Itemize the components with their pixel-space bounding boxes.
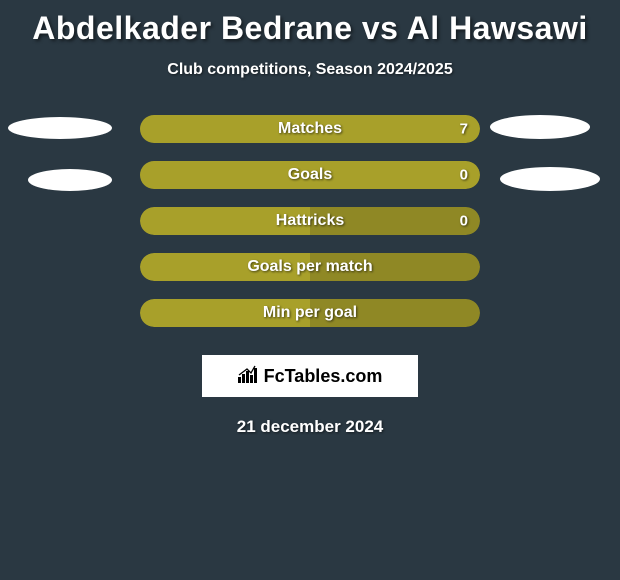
content-container: Abdelkader Bedrane vs Al Hawsawi Club co… xyxy=(0,0,620,580)
stat-bar-label: Min per goal xyxy=(263,304,357,322)
stat-bar: Hattricks 0 xyxy=(140,207,480,235)
bar-chart-icon xyxy=(238,365,260,388)
player-ellipse xyxy=(500,167,600,191)
page-title: Abdelkader Bedrane vs Al Hawsawi xyxy=(32,10,587,47)
brand-text: FcTables.com xyxy=(264,366,383,387)
comparison-bars-area: Matches 7 Goals 0 Hattricks 0 Goals per match M… xyxy=(0,115,620,345)
stat-bar-label: Matches xyxy=(278,120,342,138)
stat-bar: Matches 7 xyxy=(140,115,480,143)
player-ellipse xyxy=(8,117,112,139)
stat-bar: Goals per match xyxy=(140,253,480,281)
stat-bar-label: Goals xyxy=(288,166,332,184)
stat-bar-right-value: 0 xyxy=(460,167,468,184)
player-ellipse xyxy=(490,115,590,139)
stat-bar: Min per goal xyxy=(140,299,480,327)
player-ellipse xyxy=(28,169,112,191)
stat-bar: Goals 0 xyxy=(140,161,480,189)
brand-badge: FcTables.com xyxy=(202,355,418,397)
stat-bar-label: Goals per match xyxy=(247,258,372,276)
date-label: 21 december 2024 xyxy=(237,417,384,437)
stat-bar-label: Hattricks xyxy=(276,212,344,230)
subtitle: Club competitions, Season 2024/2025 xyxy=(167,61,452,79)
stat-bar-right-value: 7 xyxy=(460,121,468,138)
stat-bar-right-value: 0 xyxy=(460,213,468,230)
